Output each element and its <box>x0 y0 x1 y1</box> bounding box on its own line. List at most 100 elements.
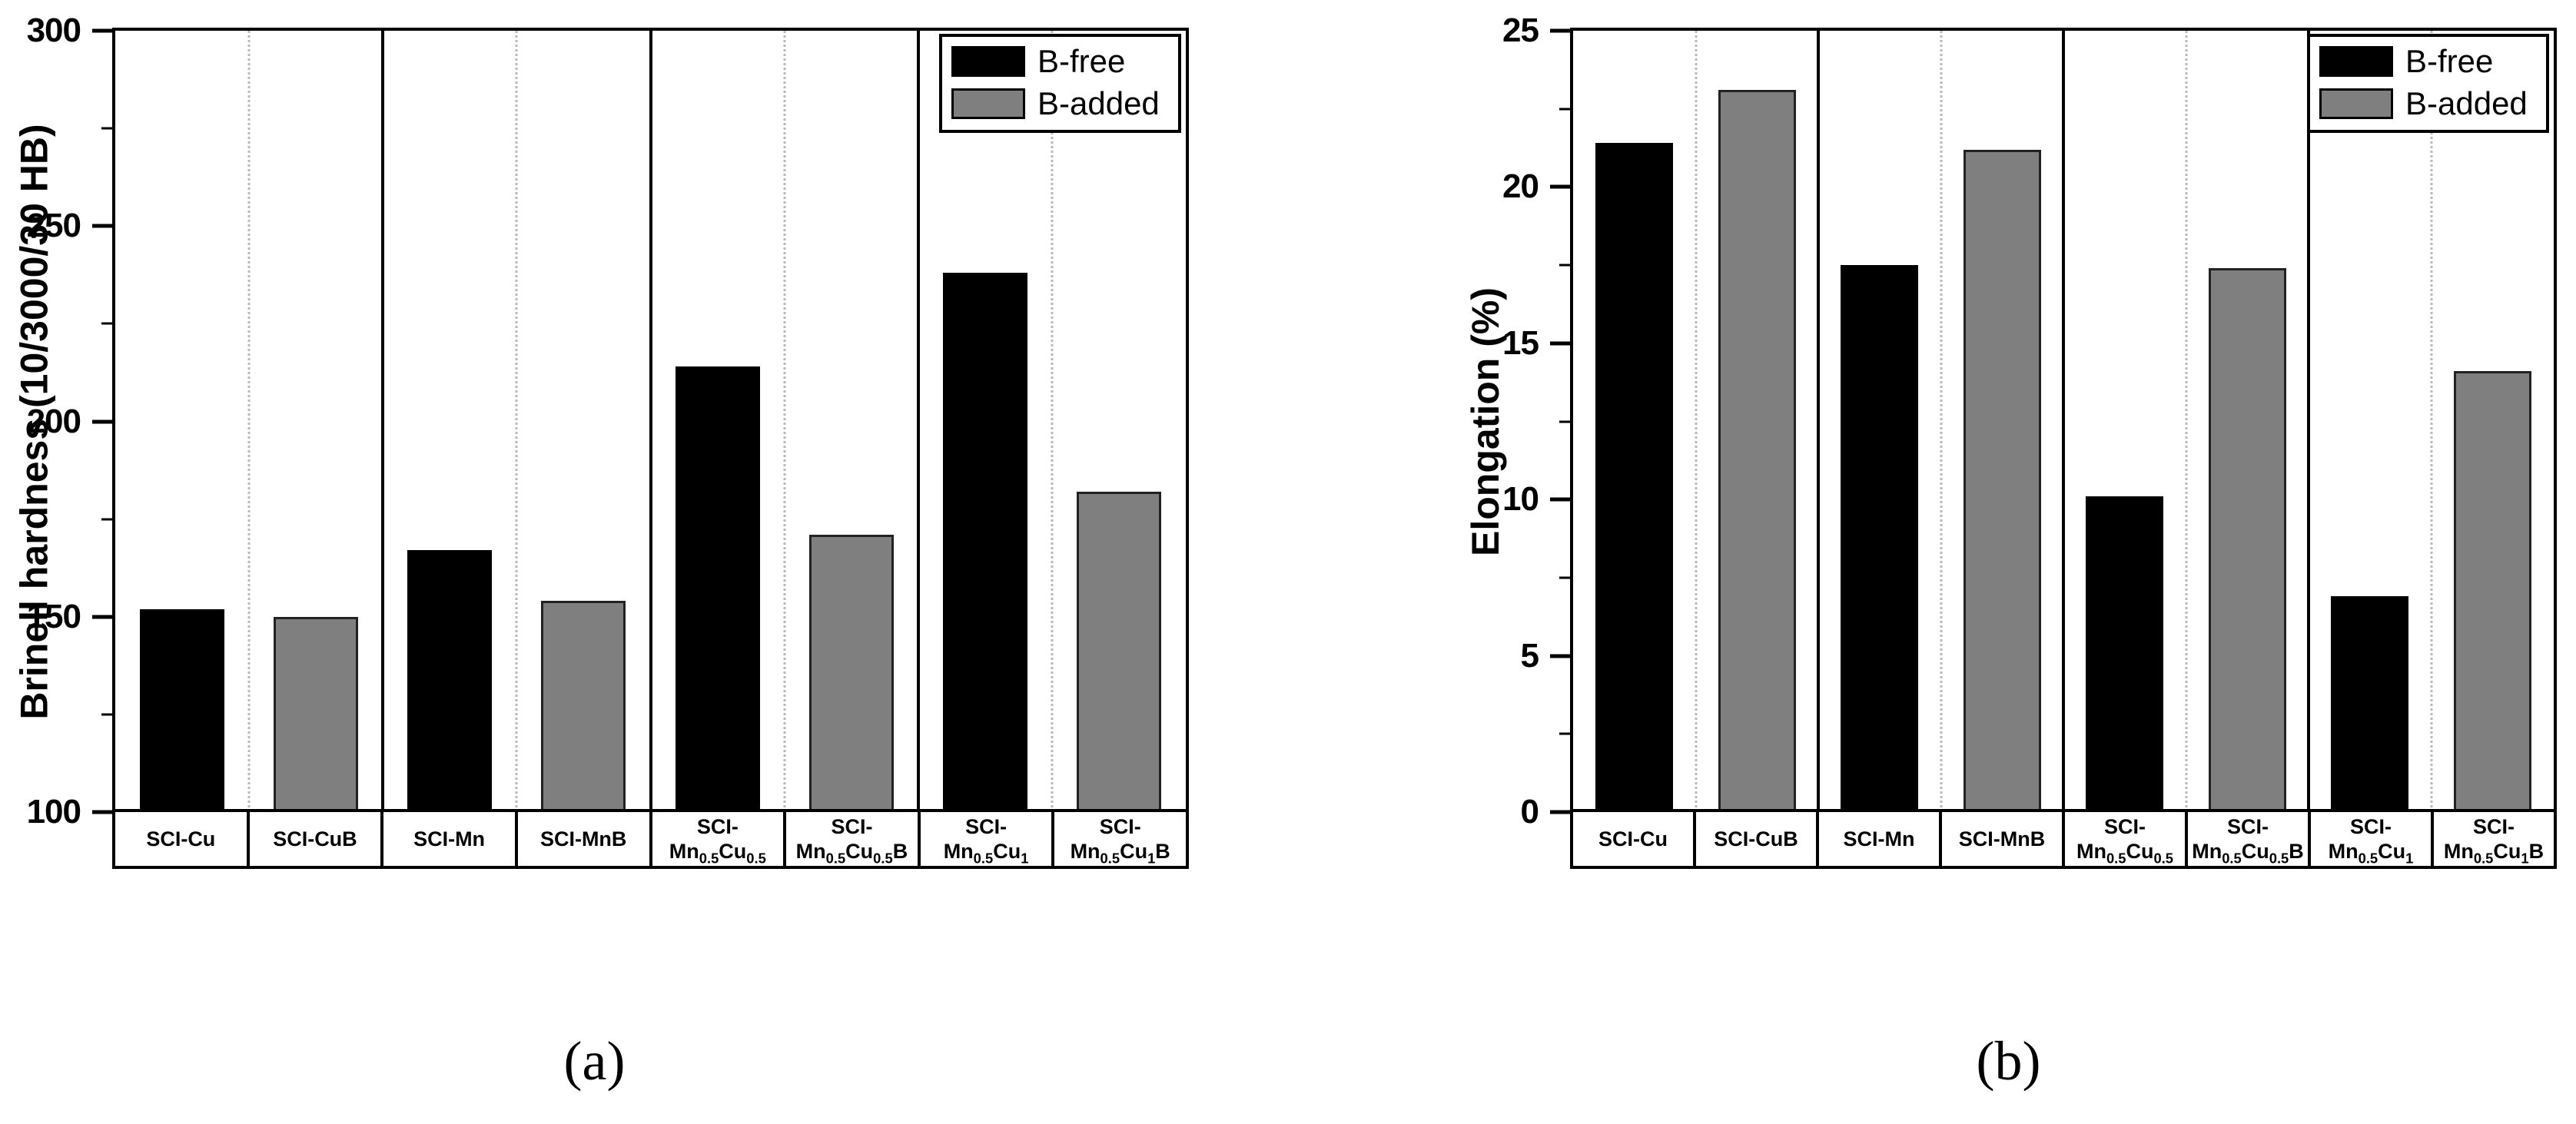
bar-SCI-Mn0.5Cu1 <box>2331 596 2409 812</box>
pair-separator-line <box>1940 31 1942 812</box>
x-category-label-line: Mn0.5Cu1 <box>943 840 1029 867</box>
x-category-cell-SCI-Mn0.5Cu0.5B: SCI- Mn0.5Cu0.5B <box>783 809 921 869</box>
x-category-label-line: Mn0.5Cu1B <box>2443 840 2544 867</box>
x-category-label-line: Mn0.5Cu0.5 <box>669 840 766 867</box>
x-category-label-line: SCI- <box>2104 814 2146 838</box>
y-major-tick <box>92 810 113 814</box>
pair-separator-line <box>2185 31 2187 812</box>
bar-SCI-Mn0.5Cu0.5B <box>808 534 894 812</box>
x-category-cell-SCI-CuB: SCI-CuB <box>246 809 384 869</box>
plot-inner: 25 20 15 10 5 0 <box>1502 12 2554 831</box>
x-category-cell-SCI-CuB: SCI-CuB <box>1693 809 1819 869</box>
y-major-tick <box>92 419 113 423</box>
bar-SCI-Mn <box>407 550 493 812</box>
x-category-label-line: SCI-Mn <box>1843 827 1915 850</box>
y-tick-label: 15 <box>1502 323 1539 362</box>
y-minor-tick <box>1559 576 1571 579</box>
y-tick-label: 10 <box>1502 480 1539 519</box>
x-category-label-line: Mn0.5Cu1B <box>1070 840 1170 867</box>
x-category-label-line: SCI-MnB <box>1958 827 2046 850</box>
y-tick-label: 0 <box>1520 793 1539 831</box>
bar-SCI-Mn0.5Cu1B <box>2453 371 2531 812</box>
pair-separator-line <box>1051 31 1054 812</box>
x-category-label-line: Mn0.5Cu1 <box>2328 840 2414 867</box>
legend-row: B-free <box>951 43 1170 80</box>
x-category-cell-SCI-Mn0.5Cu1: SCI- Mn0.5Cu1 <box>2308 809 2434 869</box>
y-major-tick <box>1550 184 1571 189</box>
x-category-label-line: SCI- <box>2350 814 2392 838</box>
x-category-label-line: Mn0.5Cu0.5 <box>2076 840 2174 867</box>
legend-swatch-B-free <box>951 46 1025 77</box>
x-category-cell-SCI-MnB: SCI-MnB <box>514 809 652 869</box>
x-category-row: SCI-Cu SCI-CuB SCI-Mn SCI-MnB SCI- Mn0.5Cu0.5… <box>1570 809 2557 869</box>
legend-row: B-added <box>951 85 1170 122</box>
bar-SCI-Mn0.5Cu0.5 <box>675 366 760 812</box>
y-minor-tick <box>101 127 113 130</box>
x-category-cell-SCI-Mn0.5Cu0.5: SCI- Mn0.5Cu0.5 <box>649 809 787 869</box>
x-category-cell-SCI-Mn0.5Cu1: SCI- Mn0.5Cu1 <box>917 809 1055 869</box>
legend: B-free B-added <box>2307 34 2549 133</box>
x-category-label-line: SCI-CuB <box>273 827 357 850</box>
x-category-cell-SCI-Mn0.5Cu0.5: SCI- Mn0.5Cu0.5 <box>2062 809 2188 869</box>
legend-row: B-added <box>2319 85 2538 122</box>
x-category-cell-SCI-Mn0.5Cu1B: SCI- Mn0.5Cu1B <box>2431 809 2557 869</box>
x-category-label-line: SCI- <box>831 814 873 838</box>
bar-SCI-Cu <box>1595 143 1674 812</box>
subfigure-caption-b: (b) <box>1976 1030 2041 1092</box>
x-category-cell-SCI-Cu: SCI-Cu <box>112 809 250 869</box>
bar-SCI-Mn <box>1841 265 1919 812</box>
x-category-label-line: SCI- <box>1099 814 1141 838</box>
y-axis-title-wrap: Elongation (%) <box>1459 28 1512 815</box>
pair-separator-line <box>783 31 786 812</box>
pair-separator-line <box>515 31 518 812</box>
y-minor-tick <box>1559 420 1571 423</box>
plot-area: 300 250 200 150 100 B-free B-added <box>27 12 1189 831</box>
y-tick-label: 200 <box>26 402 81 440</box>
pair-separator-line <box>2430 31 2432 812</box>
y-minor-tick <box>1559 732 1571 735</box>
legend-label: B-added <box>1037 85 1160 121</box>
x-category-label-line: Mn0.5Cu0.5B <box>795 840 908 867</box>
x-category-label-line: Mn0.5Cu0.5B <box>2192 840 2304 867</box>
panel-divider <box>1817 31 1820 812</box>
y-minor-tick <box>101 518 113 521</box>
x-category-cell-SCI-MnB: SCI-MnB <box>1939 809 2065 869</box>
y-minor-tick <box>1559 264 1571 267</box>
y-major-tick <box>1550 810 1571 814</box>
pair-separator-line <box>1695 31 1697 812</box>
legend-swatch-B-added <box>951 88 1025 119</box>
bar-SCI-Mn0.5Cu1B <box>1076 492 1161 812</box>
bar-SCI-Mn0.5Cu0.5 <box>2086 496 2164 812</box>
y-major-tick <box>1550 654 1571 658</box>
legend: B-free B-added <box>939 34 1181 133</box>
panel-divider <box>916 31 920 812</box>
x-category-label-line: SCI-Cu <box>146 827 216 850</box>
y-major-tick <box>1550 497 1571 502</box>
x-category-label-line: SCI-CuB <box>1714 827 1798 850</box>
legend-label: B-free <box>2405 43 2494 79</box>
legend-swatch-B-free <box>2319 46 2393 77</box>
panel-divider <box>649 31 652 812</box>
y-tick-label: 5 <box>1520 636 1539 675</box>
x-category-label-line: SCI-Mn <box>413 827 486 850</box>
subfigure-caption-a: (a) <box>563 1030 626 1092</box>
bar-SCI-MnB <box>1963 149 2041 812</box>
plot-area: 25 20 15 10 5 0 B-free B-added <box>1502 12 2557 831</box>
y-major-tick <box>92 28 113 33</box>
x-category-label-line: SCI-Cu <box>1598 827 1668 850</box>
y-minor-tick <box>101 713 113 716</box>
bar-SCI-Mn0.5Cu1 <box>942 273 1027 812</box>
x-category-label-line: SCI- <box>696 814 739 838</box>
y-tick-label: 20 <box>1502 167 1539 206</box>
x-category-label-line: SCI- <box>965 814 1007 838</box>
y-major-tick <box>1550 28 1571 33</box>
y-tick-label: 250 <box>26 207 81 245</box>
bar-SCI-MnB <box>541 601 626 812</box>
legend-label: B-free <box>1037 43 1126 79</box>
y-minor-tick <box>1559 108 1571 111</box>
x-category-cell-SCI-Mn: SCI-Mn <box>380 809 518 869</box>
panel-divider <box>381 31 385 812</box>
y-tick-label: 150 <box>26 597 81 635</box>
y-tick-label: 100 <box>26 793 81 831</box>
